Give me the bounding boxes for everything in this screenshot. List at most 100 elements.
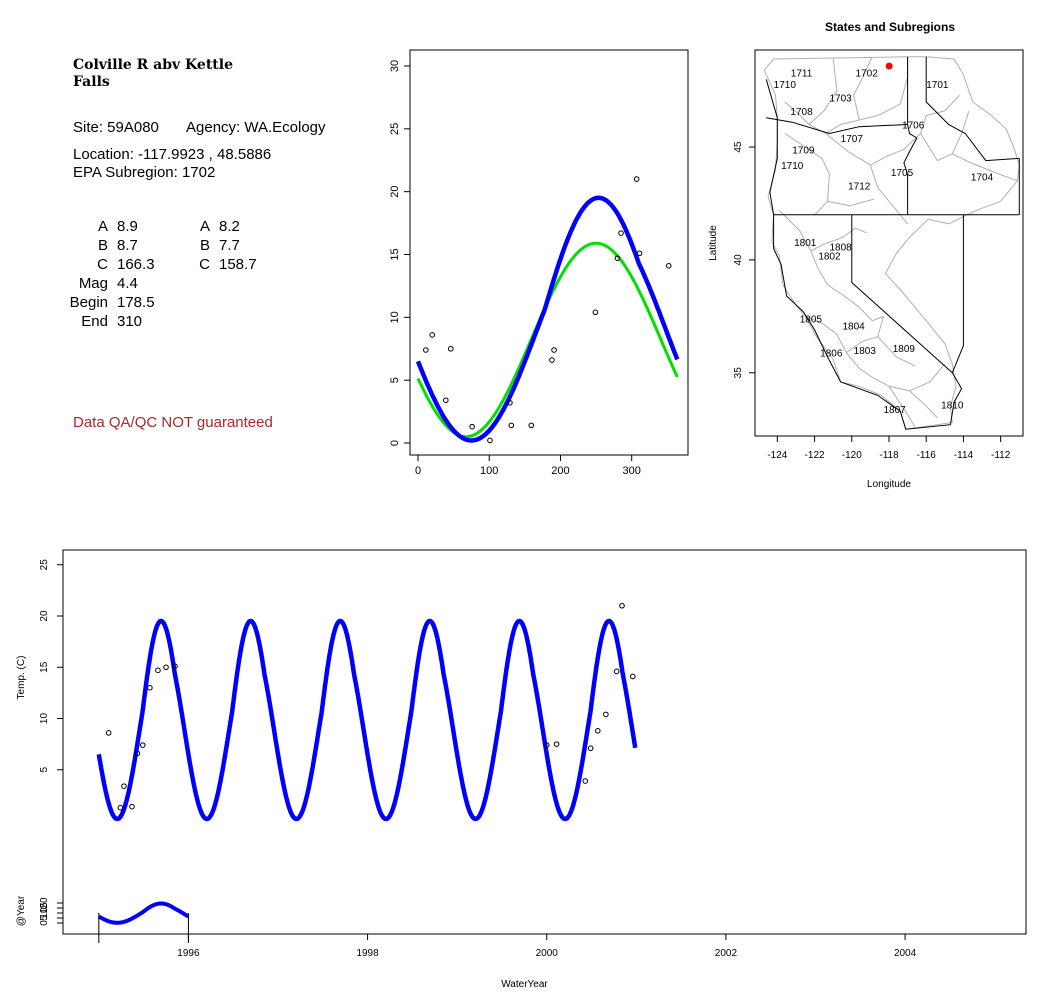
subregion-label: 1705 — [891, 168, 914, 179]
ts-data-point — [587, 745, 594, 752]
state-boundary — [925, 56, 1020, 162]
subregion-boundary — [853, 56, 873, 121]
subregion-boundary — [805, 315, 946, 392]
map-x-tick-label: -114 — [954, 450, 974, 461]
data-point — [633, 176, 640, 182]
ts-data-point — [129, 803, 135, 810]
station-title: Colville R abv Kettle Falls — [73, 57, 233, 91]
ts-y-tick-label: 10 — [39, 713, 50, 725]
subregion-label: 1806 — [820, 348, 843, 359]
ts-data-point — [121, 783, 127, 789]
ts-x-tick-label: 2002 — [715, 948, 738, 959]
subregion-label: 1708 — [790, 107, 813, 118]
inset-y-tick-label: 10 — [39, 907, 50, 919]
y-tick-label: 20 — [389, 186, 401, 198]
ts-data-point — [139, 742, 146, 748]
y-tick-label: 0 — [389, 440, 401, 446]
fit-line-blue — [415, 195, 680, 443]
subregion-label: 1808 — [829, 242, 852, 253]
ts-x-tick-label: 2004 — [894, 948, 917, 959]
param-key: B — [199, 237, 210, 254]
subregion-boundary — [909, 390, 938, 419]
ts-y-label: Temp. (C) — [16, 656, 27, 700]
ts-x-tick-label: 1996 — [177, 948, 200, 959]
ts-data-point — [629, 673, 636, 680]
map-x-tick-label: -112 — [991, 450, 1011, 461]
ts-data-point — [163, 664, 169, 671]
param-value: 158.7 — [219, 256, 257, 273]
ts-data-point — [134, 750, 141, 757]
subregion-label: 1801 — [794, 238, 817, 249]
subregion-label: 1711 — [791, 69, 813, 80]
data-point — [508, 422, 515, 429]
y-tick-label: 15 — [389, 248, 401, 260]
data-point — [429, 332, 436, 338]
ts-data-point — [105, 730, 112, 736]
subregion-label: 1809 — [893, 344, 916, 355]
subregion-boundary — [808, 56, 909, 135]
ts-data-point — [155, 667, 161, 674]
subregion-label: 1805 — [800, 315, 823, 326]
x-tick-label: 0 — [415, 465, 421, 477]
param-key: A — [199, 218, 210, 235]
data-point — [447, 345, 454, 352]
ts-frame — [62, 549, 1027, 935]
y-tick-label: 5 — [389, 377, 401, 383]
data-point — [528, 422, 535, 429]
subregion-label: 1810 — [941, 400, 964, 411]
map-y-tick-label: 35 — [733, 367, 744, 379]
param-value: 8.7 — [117, 237, 138, 254]
station-title-line2: Falls — [73, 74, 110, 90]
subregion-boundary — [784, 58, 838, 126]
data-point — [507, 399, 513, 406]
region-outline — [763, 56, 1020, 430]
ts-data-point — [147, 684, 153, 691]
param-row: Mag 4.4 — [60, 274, 155, 293]
data-point — [614, 255, 621, 262]
data-point — [592, 309, 599, 316]
ts-y-tick-label: 5 — [39, 767, 50, 773]
site-marker — [885, 62, 893, 70]
y-tick-label: 10 — [389, 311, 401, 323]
subregion-label: 1706 — [902, 120, 925, 131]
ts-data-point — [117, 804, 124, 811]
subregion-label: 1703 — [829, 93, 852, 104]
map-x-tick-label: -116 — [917, 450, 937, 461]
subregion-boundary — [778, 209, 867, 252]
data-point — [442, 397, 449, 404]
param-value: 8.2 — [219, 218, 240, 235]
subregion-label: 1807 — [883, 405, 906, 416]
ts-data-point — [543, 742, 550, 748]
time-series-chart: 1996 1998 2000 2002 200451015202505101520Wat… — [16, 549, 1027, 990]
inset-y-tick-label: 20 — [39, 897, 50, 909]
map-x-tick-label: -118 — [879, 450, 899, 461]
subregion-boundary — [951, 110, 970, 155]
x-tick-label: 200 — [551, 465, 569, 477]
state-boundary — [766, 56, 909, 135]
state-boundary — [765, 79, 963, 430]
subregion-label: 1803 — [854, 346, 877, 357]
subregion-boundary — [888, 386, 916, 428]
param-value: 178.5 — [117, 294, 155, 311]
subregion-label: 1701 — [926, 80, 949, 91]
map-y-tick-label: 40 — [733, 254, 744, 266]
param-key: C — [199, 256, 210, 273]
site-label: Site: 59A080 — [73, 119, 159, 136]
param-row: C 166.3 — [60, 255, 154, 274]
subregion-label: 1712 — [848, 181, 871, 192]
y-tick-label: 30 — [389, 60, 401, 72]
param-value: 4.4 — [117, 275, 138, 292]
subregion-label: 1704 — [971, 172, 994, 183]
subregion-label: 1710 — [774, 80, 797, 91]
state-boundary — [903, 124, 918, 215]
ts-y-tick-label: 15 — [39, 661, 50, 673]
param-value: 7.7 — [219, 237, 240, 254]
ts-data-point — [595, 728, 601, 734]
param-row: A 8.9 — [60, 217, 155, 236]
subregion-boundary — [825, 94, 961, 166]
subregion-boundary — [845, 336, 916, 367]
subregion-label: 1709 — [792, 145, 815, 156]
data-point — [618, 230, 624, 236]
param-key: Begin — [69, 294, 108, 311]
data-point — [423, 347, 429, 353]
